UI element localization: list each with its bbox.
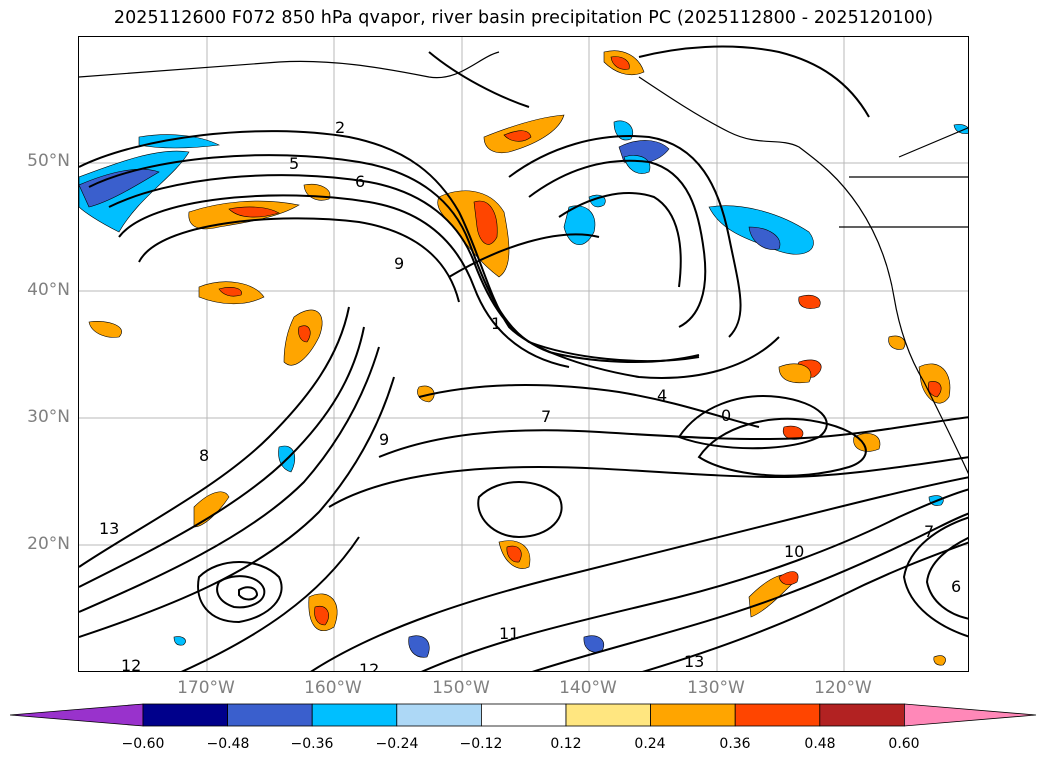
chart-title: 2025112600 F072 850 hPa qvapor, river ba… bbox=[113, 8, 934, 28]
contour-label: 1 bbox=[491, 314, 501, 333]
contour-label: 7 bbox=[541, 407, 551, 426]
positive-anomaly-patches bbox=[88, 50, 951, 666]
colorbar-tick: −0.36 bbox=[290, 736, 334, 752]
gridlines bbox=[79, 37, 968, 671]
colorbar-tick: 0.36 bbox=[719, 736, 751, 752]
map-canvas: 2 5 6 9 1 4 7 0 9 8 13 12 11 10 7 6 13 1… bbox=[79, 37, 968, 672]
contour-label: 8 bbox=[199, 446, 209, 465]
map-panel: 2 5 6 9 1 4 7 0 9 8 13 12 11 10 7 6 13 1… bbox=[78, 36, 969, 672]
negative-anomaly-patches bbox=[79, 120, 968, 658]
contour-label: 12 bbox=[359, 660, 379, 672]
contour-label: 6 bbox=[355, 172, 365, 191]
contour-label: 5 bbox=[289, 154, 299, 173]
colorbar-extend-high bbox=[904, 703, 1037, 727]
colorbar-tick: 0.48 bbox=[804, 736, 836, 752]
contour-label: 11 bbox=[499, 624, 519, 643]
colorbar bbox=[10, 703, 1037, 727]
colorbar-tick: −0.12 bbox=[459, 736, 503, 752]
contour-label: 12 bbox=[121, 656, 141, 672]
contour-label: 10 bbox=[784, 542, 804, 561]
colorbar-segment bbox=[819, 703, 905, 727]
contour-label: 6 bbox=[951, 577, 961, 596]
colorbar-segment bbox=[734, 703, 821, 727]
lat-label-40n: 40°N bbox=[27, 280, 70, 300]
colorbar-segment bbox=[311, 703, 398, 727]
colorbar-segment bbox=[565, 703, 651, 727]
colorbar-segment bbox=[142, 703, 228, 727]
contour-label: 7 bbox=[924, 522, 934, 541]
colorbar-tick: −0.60 bbox=[121, 736, 165, 752]
contour-label: 2 bbox=[335, 118, 345, 137]
colorbar-tick: −0.48 bbox=[206, 736, 250, 752]
contour-label: 0 bbox=[721, 406, 731, 425]
lon-label-140w: 140°W bbox=[559, 678, 617, 698]
colorbar-tick: 0.24 bbox=[634, 736, 666, 752]
contour-label: 9 bbox=[394, 254, 404, 273]
contour-labels: 2 5 6 9 1 4 7 0 9 8 13 12 11 10 7 6 13 1… bbox=[99, 118, 961, 672]
contour-label: 4 bbox=[657, 386, 667, 405]
colorbar-tick: −0.24 bbox=[375, 736, 419, 752]
lon-label-160w: 160°W bbox=[304, 678, 362, 698]
colorbar-segment bbox=[480, 703, 567, 727]
colorbar-segment bbox=[227, 703, 313, 727]
lat-label-30n: 30°N bbox=[27, 407, 70, 427]
coastlines bbox=[79, 51, 968, 475]
lon-label-170w: 170°W bbox=[177, 678, 235, 698]
qvapor-contours bbox=[79, 45, 968, 671]
contour-label: 9 bbox=[379, 430, 389, 449]
colorbar-segment bbox=[650, 703, 736, 727]
colorbar-tick: 0.60 bbox=[888, 736, 920, 752]
contour-label: 13 bbox=[684, 652, 704, 671]
lat-label-20n: 20°N bbox=[27, 534, 70, 554]
lon-label-120w: 120°W bbox=[814, 678, 872, 698]
colorbar-extend-low bbox=[10, 703, 144, 727]
lat-label-50n: 50°N bbox=[27, 151, 70, 171]
contour-label: 13 bbox=[99, 519, 119, 538]
lon-label-150w: 150°W bbox=[432, 678, 490, 698]
colorbar-segment bbox=[396, 703, 482, 727]
colorbar-tick: 0.12 bbox=[550, 736, 582, 752]
lon-label-130w: 130°W bbox=[687, 678, 745, 698]
